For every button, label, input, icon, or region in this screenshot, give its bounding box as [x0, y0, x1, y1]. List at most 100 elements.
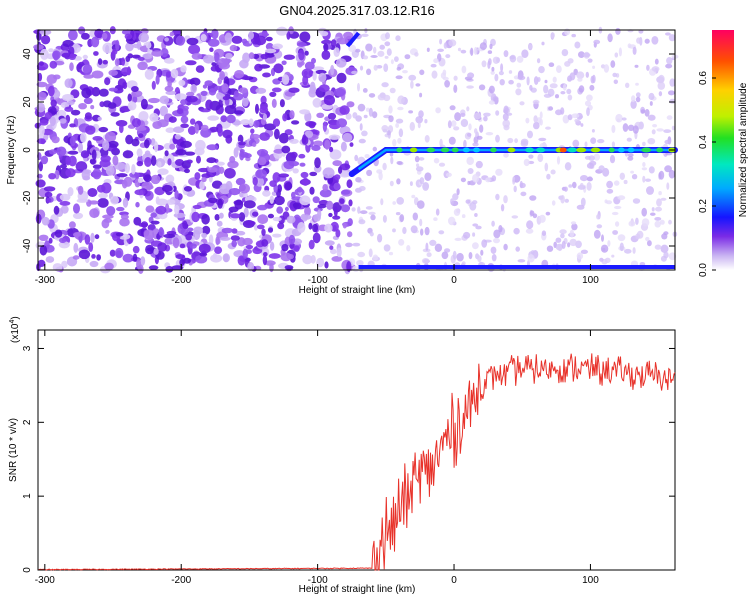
spectrogram-noise-blob — [472, 232, 476, 237]
spectrogram-noise-blob — [167, 80, 172, 88]
spectrogram-noise-blob — [292, 168, 299, 174]
spectrogram-noise-blob — [528, 44, 533, 50]
spectrogram-noise-blob — [45, 256, 55, 263]
spectrogram-noise-blob — [68, 29, 78, 41]
spectrogram-noise-blob — [346, 101, 355, 108]
spectrogram-noise-blob — [561, 49, 569, 57]
spectrogram-noise-blob — [112, 155, 119, 166]
spectrogram-noise-blob — [502, 119, 511, 128]
spectrogram-noise-blob — [272, 43, 283, 50]
spectrogram-noise-blob — [347, 218, 353, 227]
spectrogram-noise-blob — [564, 28, 571, 36]
spectrogram-noise-blob — [269, 241, 275, 251]
spectrogram-noise-blob — [469, 202, 477, 211]
spectrogram-noise-blob — [288, 87, 300, 93]
spectrogram-noise-blob — [48, 48, 54, 53]
spectrogram-noise-blob — [286, 31, 291, 40]
snr-x-ticks: -300 -200 -100 0 100 — [35, 330, 599, 586]
spectrogram-noise-blob — [191, 211, 200, 223]
spectrogram-noise-blob — [222, 96, 230, 101]
spectrogram-noise-blob — [586, 162, 594, 169]
spectrogram-noise-blob — [656, 198, 662, 207]
colorbar-tick-label: 0.6 — [698, 71, 709, 85]
spectrogram-noise-blob — [388, 251, 394, 256]
spectrogram-noise-blob — [345, 242, 353, 248]
spectrogram-noise-blob — [256, 224, 265, 230]
spectrogram-noise-blob — [500, 204, 505, 212]
spectrogram-noise-blob — [586, 107, 590, 117]
spectrogram-noise-blob — [480, 249, 484, 256]
spectrogram-noise-blob — [153, 248, 159, 255]
spectrogram-noise-blob — [481, 60, 487, 68]
spectrogram-signal-peak — [525, 147, 535, 153]
spectrogram-noise-blob — [227, 160, 239, 169]
spectrogram-noise-blob — [460, 177, 466, 183]
spectrogram-noise-blob — [61, 260, 68, 269]
spectrogram-noise-blob — [648, 166, 655, 174]
spectrogram-noise-blob — [225, 52, 233, 60]
spectrogram-noise-blob — [138, 222, 149, 227]
spectrogram-noise-blob — [457, 47, 462, 52]
spectrogram-signal-peak — [440, 147, 450, 153]
spectrogram-noise-blob — [65, 155, 71, 166]
spectrogram-noise-blob — [311, 145, 321, 151]
spectrogram-noise-blob — [312, 71, 317, 81]
spectrogram-noise-blob — [460, 118, 469, 128]
spectrogram-noise-blob — [41, 35, 51, 45]
spectrogram-noise-blob — [389, 152, 394, 157]
spectrogram-noise-blob — [511, 215, 519, 219]
spectrogram-noise-blob — [498, 71, 504, 76]
spectrogram-noise-blob — [233, 110, 244, 115]
spectrogram-noise-blob — [155, 74, 160, 85]
spectrogram-noise-blob — [372, 254, 379, 261]
colorbar-tick-label: 0.0 — [698, 263, 709, 277]
spectrogram-noise-blob — [145, 184, 154, 190]
spectrogram-noise-blob — [228, 206, 239, 213]
spectrogram-noise-blob — [47, 85, 55, 97]
spectrogram-noise-blob — [618, 47, 623, 57]
spectrogram-noise-blob — [257, 204, 268, 211]
spectrogram-noise-blob — [429, 239, 437, 246]
spectrogram-noise-blob — [390, 156, 394, 165]
spectrogram-x-tick-label: -300 — [35, 275, 55, 286]
spectrogram-noise-blob — [136, 160, 144, 167]
spectrogram-noise-blob — [132, 245, 140, 254]
snr-x-tick-label: 0 — [451, 575, 457, 586]
spectrogram-noise-blob — [625, 82, 630, 89]
spectrogram-noise-blob — [67, 100, 75, 106]
spectrogram-noise-blob — [114, 58, 120, 67]
spectrogram-hot-spot — [559, 147, 567, 153]
spectrogram-noise-blob — [211, 28, 219, 40]
spectrogram-signal-peak — [608, 147, 615, 153]
spectrogram-noise-blob — [107, 140, 119, 148]
spectrogram-noise-blob — [291, 120, 300, 125]
spectrogram-noise-blob — [51, 136, 60, 144]
spectrogram-noise-blob — [49, 60, 58, 69]
spectrogram-noise-blob — [217, 198, 223, 209]
spectrogram-noise-blob — [414, 52, 419, 57]
spectrogram-noise-blob — [420, 228, 424, 236]
spectrogram-noise-blob — [533, 115, 538, 123]
spectrogram-noise-blob — [354, 154, 359, 162]
spectrogram-noise-blob — [668, 90, 675, 96]
spectrogram-noise-blob — [569, 229, 575, 238]
spectrogram-noise-blob — [292, 202, 300, 207]
spectrogram-noise-blob — [362, 55, 369, 60]
spectrogram-noise-blob — [361, 130, 368, 137]
spectrogram-noise-blob — [286, 215, 296, 224]
spectrogram-noise-blob — [271, 87, 282, 93]
spectrogram-noise-blob — [310, 254, 316, 264]
spectrogram-x-axis-label: Height of straight line (km) — [299, 285, 416, 296]
spectrogram-noise-blob — [610, 154, 615, 162]
spectrogram-noise-blob — [38, 125, 45, 137]
spectrogram-noise-blob — [35, 213, 42, 224]
spectrogram-noise-blob — [125, 42, 134, 52]
spectrogram-noise-blob — [659, 219, 665, 225]
spectrogram-noise-blob — [642, 162, 646, 167]
spectrogram-signal-peak — [490, 147, 497, 153]
spectrogram-noise-blob — [97, 58, 103, 65]
spectrogram-noise-blob — [591, 129, 595, 133]
spectrogram-noise-blob — [46, 74, 57, 84]
spectrogram-noise-blob — [299, 162, 306, 167]
spectrogram-noise-blob — [381, 125, 389, 132]
